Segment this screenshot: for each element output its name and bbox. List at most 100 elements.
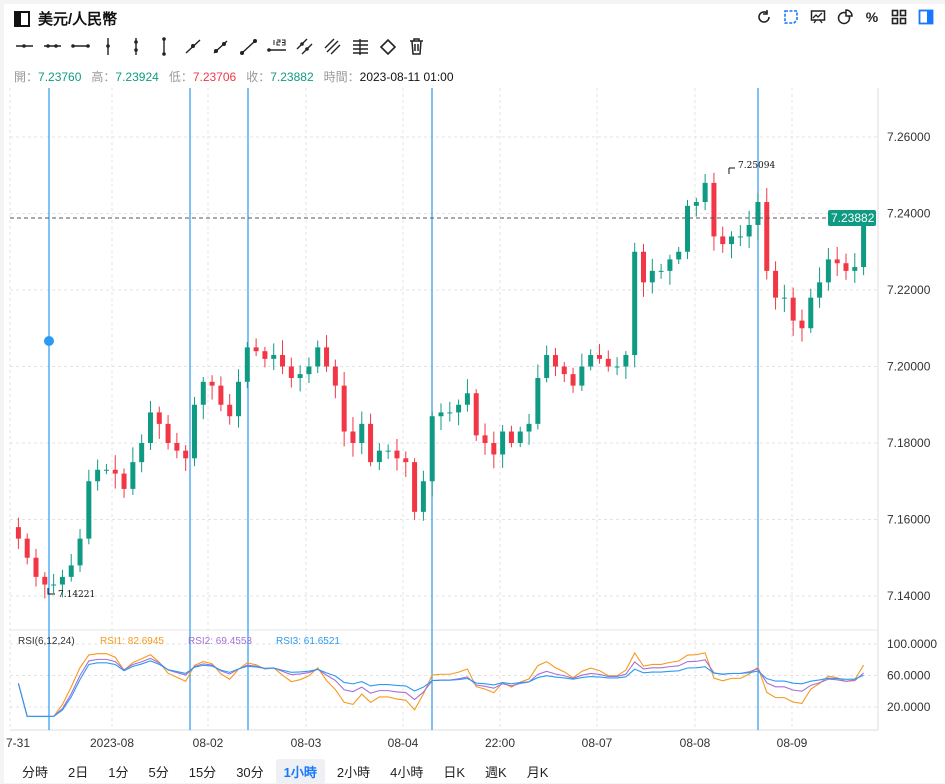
rsi-tick-label: 20.0000: [887, 700, 931, 714]
candle-body: [764, 202, 770, 271]
candle-body: [438, 412, 444, 417]
tab-8[interactable]: 4小時: [390, 765, 424, 780]
x-tick-label: 08-07: [582, 736, 613, 750]
percent-icon[interactable]: %: [865, 9, 879, 25]
rsi-tick-label: 100.0000: [887, 637, 937, 651]
candle-body: [15, 527, 21, 539]
rsi1-line: [17, 651, 865, 718]
candle-body: [86, 481, 92, 539]
x-tick-label: 22:00: [485, 736, 515, 750]
x-tick-label: 08-02: [193, 736, 224, 750]
tab-2[interactable]: 1分: [108, 765, 129, 780]
horizontal-segment-tool-icon[interactable]: [42, 36, 63, 56]
y-tick-label: 7.24000: [887, 207, 931, 221]
drawing-toolbar: [14, 36, 427, 56]
candle-body: [394, 450, 400, 459]
segment-tool-icon[interactable]: [210, 36, 231, 56]
vertical-segment-tool-icon[interactable]: [126, 36, 147, 56]
candle-body: [861, 218, 867, 268]
x-tick-label: 08-08: [680, 736, 711, 750]
x-tick-label: 2023-08: [90, 736, 134, 750]
tab-0[interactable]: 分時: [22, 765, 49, 780]
grid-icon[interactable]: [890, 8, 908, 26]
candle-body: [852, 267, 858, 271]
y-tick-label: 7.26000: [887, 130, 931, 144]
candle-body: [420, 481, 426, 512]
fib-lines-tool-icon[interactable]: [350, 36, 371, 56]
candle-body: [253, 347, 259, 352]
candle-body: [702, 182, 708, 203]
candle-body: [112, 469, 118, 474]
tab-9[interactable]: 日K: [443, 765, 466, 780]
candle-body: [456, 404, 462, 413]
candle-body: [685, 205, 691, 252]
rsi3-line: [17, 660, 864, 718]
header: 美元/人民幣: [14, 8, 117, 29]
close-value: 7.23882: [270, 70, 314, 84]
tab-5[interactable]: 30分: [236, 765, 264, 780]
candle-body: [755, 202, 761, 225]
vertical-line-tool-icon[interactable]: [154, 36, 175, 56]
chart-board-icon[interactable]: [809, 8, 827, 26]
low-label: 低：: [168, 70, 193, 84]
candle-body: [552, 355, 558, 367]
trash-tool-icon[interactable]: [406, 36, 427, 56]
candle-body: [324, 347, 330, 367]
candle-body: [385, 450, 391, 452]
rsi-title: RSI(6,12,24): [18, 636, 75, 647]
candle-body: [746, 224, 752, 237]
price-line-tool-icon[interactable]: [266, 36, 287, 56]
candle-body: [59, 576, 65, 585]
candle-body: [658, 270, 664, 272]
refresh-icon[interactable]: [755, 8, 773, 26]
candle-body: [156, 412, 162, 424]
candle-body: [280, 355, 286, 367]
candle-body: [33, 557, 39, 577]
tab-10[interactable]: 週K: [485, 765, 507, 780]
layout-panel-icon[interactable]: [917, 8, 935, 26]
candle-body: [773, 270, 779, 298]
tab-6[interactable]: 1小時: [275, 759, 325, 784]
pie-chart-icon[interactable]: [836, 8, 854, 26]
candle-body: [570, 374, 576, 386]
parallel-line-tool-icon[interactable]: [294, 36, 315, 56]
tab-11[interactable]: 月K: [526, 765, 549, 780]
last-price-badge: [828, 210, 876, 227]
tab-4[interactable]: 15分: [188, 765, 217, 780]
tab-1[interactable]: 2日: [68, 765, 89, 780]
time-value: 2023-08-11 01:00: [359, 70, 454, 84]
vertical-ray-tool-icon[interactable]: [98, 36, 119, 56]
ray-tool-icon[interactable]: [182, 36, 203, 56]
rsi2-value: RSI2: 69.4553: [188, 636, 252, 647]
candle-body: [640, 251, 646, 283]
top-right-toolbar: %: [755, 8, 935, 26]
line-tool-icon[interactable]: [238, 36, 259, 56]
candle-body: [130, 462, 136, 489]
eraser-tool-icon[interactable]: [378, 36, 399, 56]
y-tick-label: 7.20000: [887, 360, 931, 374]
candle-body: [667, 259, 673, 271]
candle-body: [729, 236, 735, 245]
candle-body: [596, 355, 602, 359]
low-value: 7.23706: [192, 70, 237, 84]
time-label: 時間：: [323, 70, 360, 84]
layout-icon[interactable]: [14, 10, 30, 27]
y-tick-label: 7.18000: [887, 436, 931, 450]
tab-3[interactable]: 5分: [148, 765, 169, 780]
high-label: 高：: [91, 70, 116, 84]
candle-body: [227, 404, 233, 417]
horizontal-line-tool-icon[interactable]: [70, 36, 91, 56]
price-channel-tool-icon[interactable]: [322, 36, 343, 56]
candle-body: [332, 366, 338, 386]
candle-body: [271, 355, 277, 359]
note-icon[interactable]: [782, 8, 800, 26]
candle-body: [790, 297, 796, 321]
y-tick-label: 7.16000: [887, 513, 931, 527]
candle-body: [209, 381, 215, 386]
candle-body: [825, 259, 831, 283]
candle-body: [51, 584, 57, 586]
candle-body: [403, 458, 409, 463]
tab-7[interactable]: 2小時: [336, 765, 371, 780]
horizontal-ray-tool-icon[interactable]: [14, 36, 35, 56]
